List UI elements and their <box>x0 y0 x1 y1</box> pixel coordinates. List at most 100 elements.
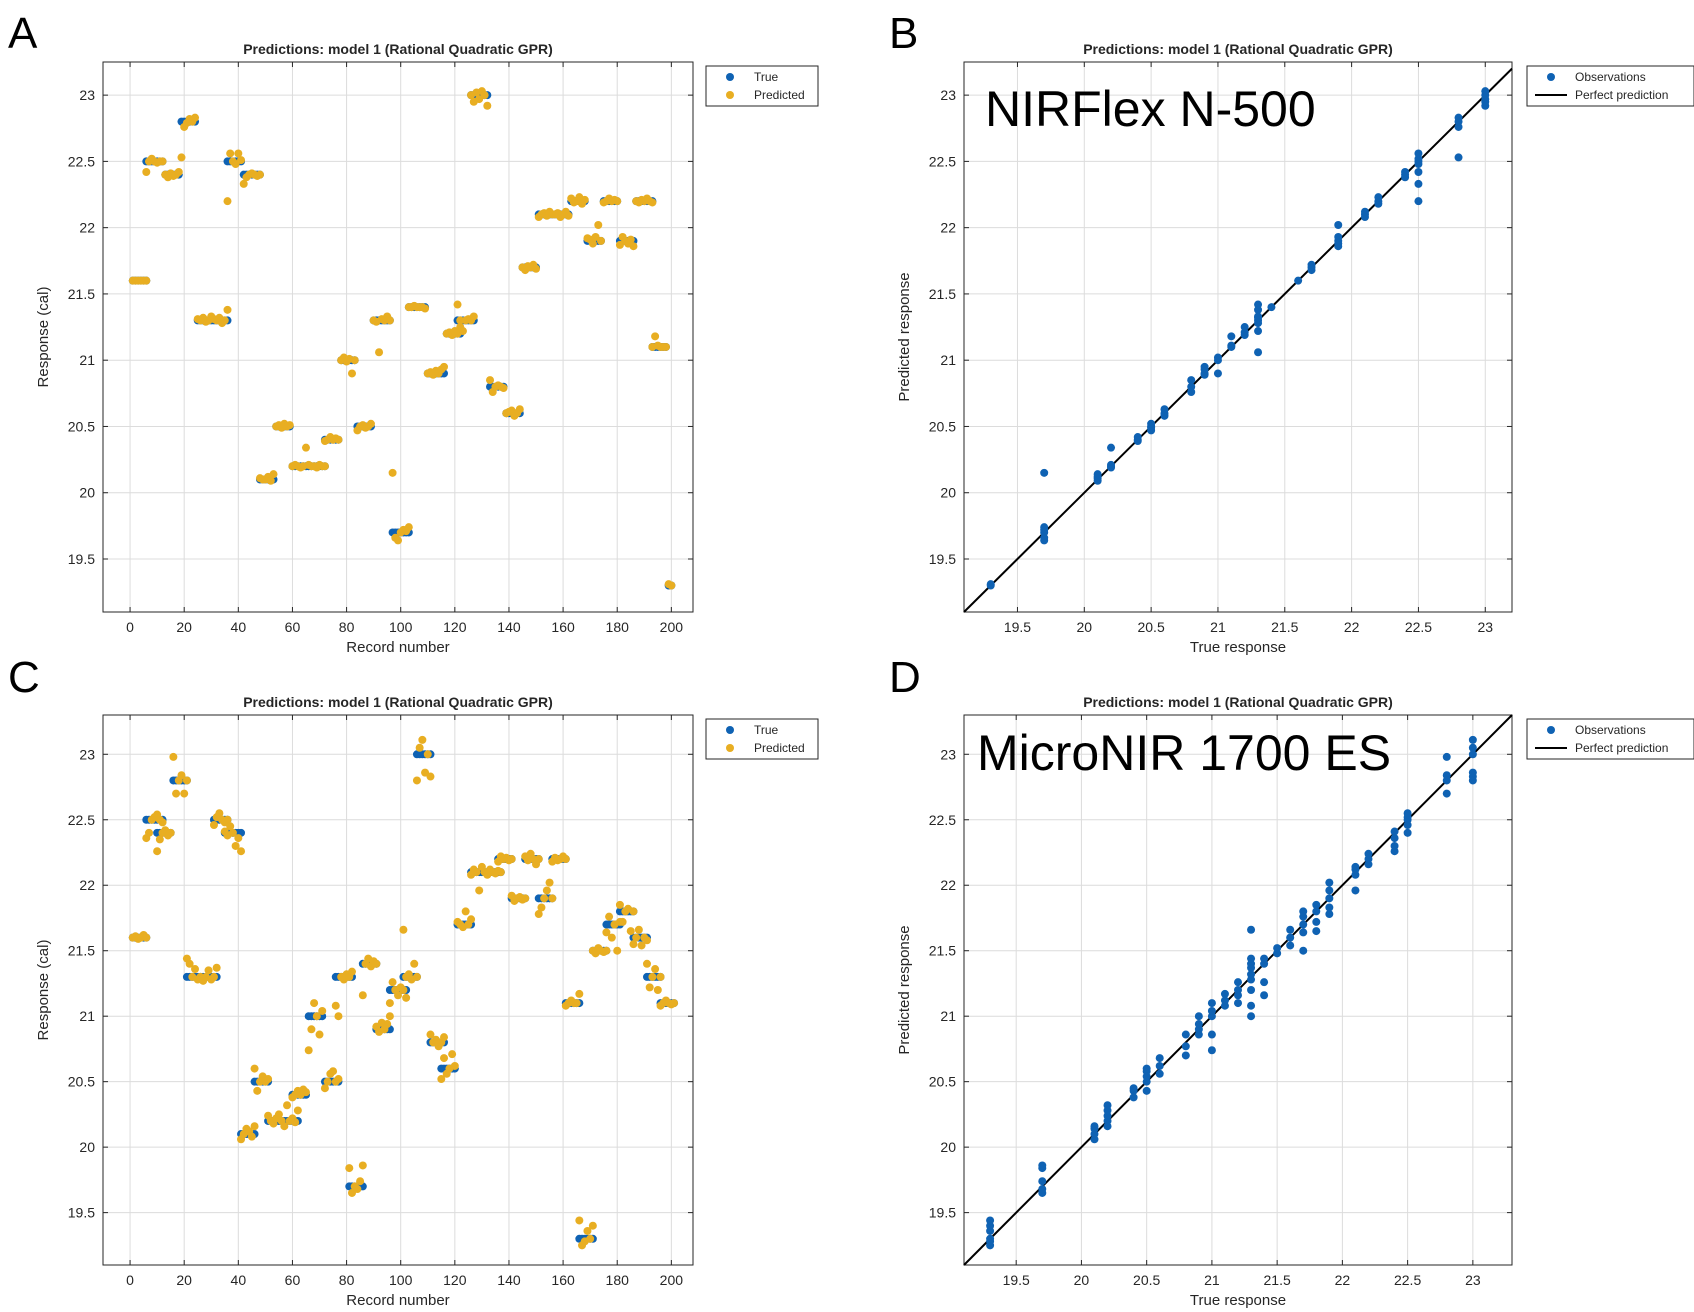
predicted-point <box>320 1084 329 1093</box>
observation-point <box>1213 369 1222 378</box>
predicted-point <box>375 348 384 357</box>
predicted-point <box>318 1006 327 1015</box>
x-tick-label: 20.5 <box>1137 619 1164 635</box>
predicted-point <box>412 776 421 785</box>
predicted-point <box>220 316 229 325</box>
predicted-point <box>632 933 641 942</box>
x-tick-label: 120 <box>443 619 467 635</box>
predicted-point <box>334 1012 343 1021</box>
predicted-point <box>648 198 657 207</box>
observation-point <box>1299 920 1308 929</box>
x-tick-label: 22 <box>1344 619 1360 635</box>
observation-point <box>1040 468 1049 477</box>
observation-point <box>1207 1030 1216 1039</box>
predicted-point <box>596 236 605 245</box>
predicted-point <box>515 405 524 414</box>
predicted-point <box>310 999 319 1008</box>
predicted-point <box>507 855 516 864</box>
predicted-point <box>153 847 162 856</box>
observation-point <box>1107 460 1116 469</box>
panel-d: D 19.5 20 20.5 21 21.5 22 22.5 23 19.5 20 20.5 21 21… <box>847 656 1694 1312</box>
predicted-point <box>404 523 413 532</box>
x-tick-label: 180 <box>606 619 630 635</box>
predicted-point <box>437 1075 446 1084</box>
y-tick-label: 20 <box>79 1139 95 1155</box>
observation-point <box>1442 771 1451 780</box>
y-tick-label: 22 <box>79 877 95 893</box>
predicted-point <box>394 536 402 545</box>
observation-point <box>1351 886 1360 895</box>
predicted-point <box>347 369 356 378</box>
panel-letter-c: C <box>8 653 40 702</box>
predicted-point <box>667 581 676 590</box>
predicted-point <box>399 986 408 994</box>
observation-point <box>1312 900 1321 909</box>
predicted-point <box>586 1234 595 1243</box>
predicted-point <box>215 809 224 818</box>
y-tick-label: 20.5 <box>68 418 95 434</box>
observation-point <box>986 1216 995 1225</box>
observation-point <box>1312 927 1321 936</box>
x-axis-label: True response <box>1190 1292 1286 1309</box>
predicted-point <box>537 903 546 912</box>
x-tick-label: 40 <box>231 1272 247 1288</box>
observation-point <box>1414 149 1423 158</box>
predicted-point <box>315 1030 324 1039</box>
predicted-point <box>534 855 543 864</box>
predicted-point <box>580 195 589 204</box>
y-axis-label: Response (cal) <box>35 287 52 388</box>
observation-point <box>1155 1061 1164 1070</box>
observation-point <box>1234 999 1242 1008</box>
observation-point <box>1090 1122 1099 1131</box>
predicted-point <box>548 894 557 903</box>
x-tick-label: 19.5 <box>1004 619 1031 635</box>
x-tick-label: 20.5 <box>1133 1272 1160 1288</box>
x-tick-label: 40 <box>231 619 247 635</box>
predicted-point <box>250 1122 259 1131</box>
predicted-point <box>626 927 635 936</box>
observation-point <box>1129 1084 1138 1093</box>
predicted-point <box>670 999 679 1008</box>
predicted-point <box>648 972 657 981</box>
observation-point <box>1414 168 1423 176</box>
predicted-point <box>453 300 462 309</box>
predicted-point <box>496 868 505 877</box>
predicted-point <box>239 179 248 188</box>
predicted-point <box>615 900 624 909</box>
predicted-point <box>561 855 570 864</box>
observation-point <box>1267 303 1276 312</box>
observation-point <box>1260 978 1269 987</box>
observation-point <box>1286 941 1295 950</box>
panel-letter-d: D <box>889 653 921 702</box>
predicted-point <box>247 1132 256 1141</box>
predicted-point <box>293 1106 302 1115</box>
observation-point <box>1247 954 1256 963</box>
x-tick-label: 160 <box>551 1272 575 1288</box>
legend-label: Observations <box>1575 723 1646 737</box>
observation-point <box>1325 886 1334 895</box>
chart-b: 19.5 20 20.5 21 21.5 22 22.5 23 19.5 20 20.5 21 21.5… <box>896 41 1694 656</box>
observation-point <box>1213 353 1222 362</box>
predicted-point <box>185 959 194 968</box>
chart-title: Predictions: model 1 (Rational Quadratic… <box>243 694 553 710</box>
observation-point <box>1181 1051 1190 1060</box>
predicted-point <box>385 316 394 325</box>
x-tick-label: 21.5 <box>1271 619 1298 635</box>
observation-point <box>1038 1161 1047 1170</box>
observation-point <box>1247 986 1256 994</box>
y-tick-label: 22.5 <box>929 812 956 828</box>
observation-point <box>1187 376 1196 385</box>
predicted-point <box>402 993 411 1002</box>
x-tick-label: 20 <box>176 1272 192 1288</box>
predicted-point <box>542 886 551 895</box>
observation-point <box>1254 300 1263 309</box>
predicted-point <box>415 743 424 752</box>
predicted-point <box>618 917 627 926</box>
plot-frame <box>963 61 1513 613</box>
x-tick-label: 180 <box>606 1272 630 1288</box>
observation-point <box>1374 193 1383 202</box>
observation-point <box>1254 327 1263 336</box>
predicted-point <box>426 1030 435 1039</box>
predicted-point <box>521 894 530 903</box>
y-tick-label: 19.5 <box>929 551 956 567</box>
